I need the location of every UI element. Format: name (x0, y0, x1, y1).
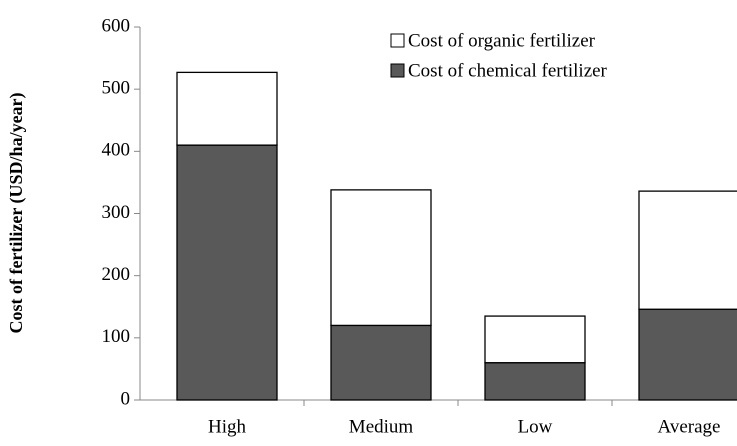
x-tick-label: Average (658, 416, 721, 437)
bar-segment (330, 189, 432, 327)
bar-segment (176, 144, 278, 401)
y-tick-label: 500 (102, 78, 131, 99)
bar-segment (484, 315, 586, 364)
y-tick-label: 0 (121, 388, 131, 409)
y-tick-label: 400 (102, 140, 131, 161)
bar-segment (638, 190, 737, 310)
y-tick-label: 300 (102, 202, 131, 223)
legend-label: Cost of organic fertilizer (408, 30, 596, 51)
legend-label: Cost of chemical fertilizer (408, 60, 608, 81)
y-tick-label: 100 (102, 326, 131, 347)
x-tick-label: Low (518, 416, 553, 437)
bar-segment (638, 308, 737, 401)
y-axis-label: Cost of fertilizer (USD/ha/year) (6, 92, 27, 333)
y-tick-label: 600 (102, 15, 131, 36)
x-tick-label: High (208, 416, 247, 437)
legend-swatch (390, 63, 405, 78)
bar-segment (330, 324, 432, 401)
y-tick-label: 200 (102, 264, 131, 285)
bar-segment (484, 362, 586, 401)
x-tick-label: Medium (349, 416, 414, 437)
bar-segment (176, 71, 278, 146)
legend-swatch (390, 33, 405, 48)
